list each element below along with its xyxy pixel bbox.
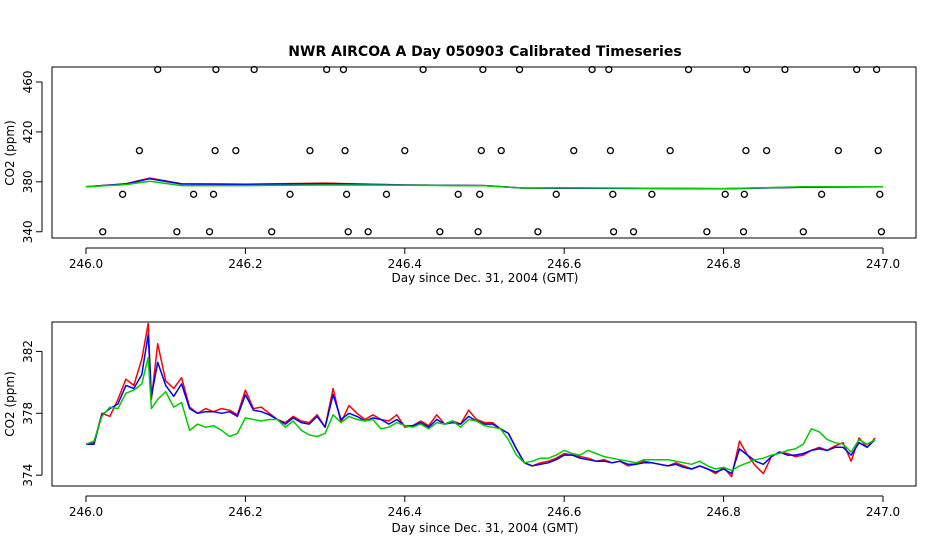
data-point (341, 146, 349, 155)
y-tick-label: 374 (21, 464, 35, 487)
x-tick-label: 246.6 (547, 257, 581, 271)
data-point (342, 190, 351, 198)
data-point (648, 190, 656, 198)
top-x-axis: 246.0 246.2 246.4 246.6 246.8 247.0 (69, 247, 900, 271)
data-point (534, 228, 542, 236)
x-tick-label: 246.4 (388, 257, 422, 271)
data-point (436, 228, 444, 236)
series-line-0 (85, 322, 876, 478)
x-tick-label: 247.0 (866, 257, 900, 271)
data-point (781, 65, 789, 74)
x-tick-label: 246.6 (547, 505, 581, 519)
data-point (609, 190, 617, 198)
y-tick-label: 378 (21, 402, 35, 425)
data-point (552, 190, 560, 198)
data-point (154, 65, 162, 74)
data-point (721, 190, 729, 198)
data-point (570, 146, 578, 155)
x-tick-label: 246.8 (706, 505, 740, 519)
data-point (817, 190, 826, 198)
x-tick-label: 246.0 (69, 505, 103, 519)
data-point (877, 228, 886, 236)
data-point (474, 228, 482, 236)
data-point (119, 190, 127, 198)
y-tick-label: 420 (21, 120, 35, 143)
data-point (629, 228, 638, 236)
top-y-axis-label: CO2 (ppm) (3, 120, 17, 186)
series-line-2 (85, 356, 876, 472)
bottom-plot-area (85, 322, 876, 478)
top-panel: 246.0 246.2 246.4 246.6 246.8 247.0 340 380 420… (3, 65, 917, 285)
top-y-axis: 340 380 420 460 (21, 71, 43, 243)
data-point (205, 228, 214, 236)
data-point (268, 228, 276, 236)
data-point (588, 65, 596, 74)
bottom-x-axis-label: Day since Dec. 31, 2004 (GMT) (392, 521, 579, 535)
data-point (173, 228, 181, 236)
data-point (339, 65, 348, 74)
data-point (364, 228, 372, 236)
x-tick-label: 246.0 (69, 257, 103, 271)
bottom-panel-frame (51, 321, 917, 487)
y-tick-label: 382 (21, 340, 35, 363)
data-point (684, 65, 693, 74)
data-point (419, 65, 427, 74)
data-point (209, 190, 218, 198)
data-point (872, 65, 881, 74)
data-point (479, 65, 487, 74)
data-point (666, 146, 674, 155)
data-point (740, 190, 748, 198)
data-point (874, 146, 882, 155)
data-point (232, 146, 240, 155)
data-point (609, 228, 618, 236)
data-point (454, 190, 462, 198)
y-tick-label: 340 (21, 220, 35, 243)
x-tick-label: 246.2 (228, 257, 262, 271)
chart-title: NWR AIRCOA A Day 050903 Calibrated Times… (288, 44, 681, 60)
data-point (476, 190, 484, 198)
data-point (739, 228, 748, 236)
data-point (743, 65, 751, 74)
data-point (799, 228, 807, 236)
top-plot-area (85, 65, 886, 236)
data-point (605, 65, 613, 74)
data-point (515, 65, 524, 74)
top-panel-frame (51, 66, 917, 239)
data-point (606, 146, 615, 155)
data-point (834, 146, 843, 155)
x-tick-label: 246.2 (228, 505, 262, 519)
top-x-axis-label: Day since Dec. 31, 2004 (GMT) (392, 271, 579, 285)
data-point (306, 146, 314, 155)
data-point (742, 146, 750, 155)
bottom-y-axis: 374 378 382 (21, 340, 43, 487)
data-point (703, 228, 711, 236)
data-point (477, 146, 485, 155)
bottom-panel: 246.0 246.2 246.4 246.6 246.8 247.0 374 378 382… (3, 321, 917, 535)
data-point (211, 146, 219, 155)
data-point (189, 190, 198, 198)
data-point (212, 65, 220, 74)
y-tick-label: 460 (21, 71, 35, 94)
x-tick-label: 246.8 (706, 257, 740, 271)
data-point (99, 228, 107, 236)
data-point (323, 65, 331, 74)
x-tick-label: 247.0 (866, 505, 900, 519)
data-point (853, 65, 861, 74)
data-point (250, 65, 258, 74)
series-line-2 (85, 180, 883, 190)
data-point (382, 190, 391, 198)
bottom-y-axis-label: CO2 (ppm) (3, 371, 17, 437)
data-point (286, 190, 294, 198)
data-point (876, 190, 884, 198)
bottom-x-axis: 246.0 246.2 246.4 246.6 246.8 247.0 (69, 495, 900, 519)
data-point (401, 146, 409, 155)
data-point (135, 146, 144, 155)
data-point (762, 146, 771, 155)
y-tick-label: 380 (21, 170, 35, 193)
x-tick-label: 246.4 (388, 505, 422, 519)
data-point (497, 146, 505, 155)
data-point (344, 228, 352, 236)
